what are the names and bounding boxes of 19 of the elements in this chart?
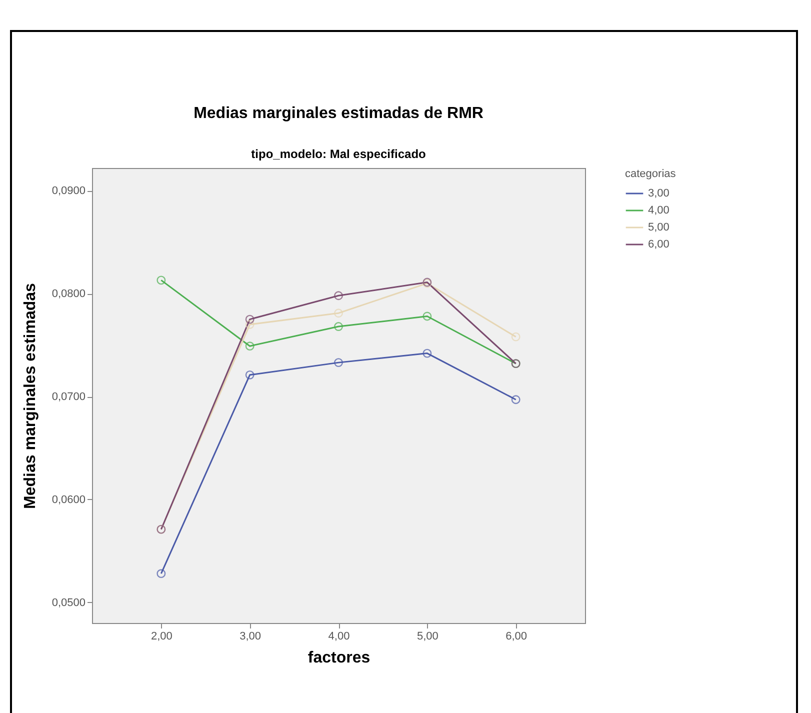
y-tick-label: 0,0600 — [52, 494, 86, 506]
x-tick-label: 3,00 — [240, 630, 262, 642]
legend-title: categorias — [625, 168, 676, 180]
y-axis-title: Medias marginales estimadas — [22, 282, 39, 509]
x-tick-label: 6,00 — [506, 630, 528, 642]
legend-label: 4,00 — [648, 204, 670, 216]
y-tick-label: 0,0700 — [52, 391, 86, 404]
y-tick-label: 0,0900 — [52, 185, 86, 198]
chart-title: Medias marginales estimadas de RMR — [194, 105, 484, 122]
legend-label: 3,00 — [648, 188, 670, 200]
x-tick-label: 5,00 — [416, 630, 438, 642]
y-tick-label: 0,0800 — [52, 288, 86, 300]
legend-label: 6,00 — [648, 238, 670, 250]
x-tick-label: 4,00 — [328, 630, 350, 642]
chart-subtitle: tipo_modelo: Mal especificado — [251, 147, 426, 161]
x-axis-title: factores — [308, 650, 370, 666]
y-tick-label: 0,0500 — [52, 596, 86, 609]
x-tick-label: 2,00 — [150, 630, 172, 642]
legend-label: 5,00 — [648, 222, 670, 234]
